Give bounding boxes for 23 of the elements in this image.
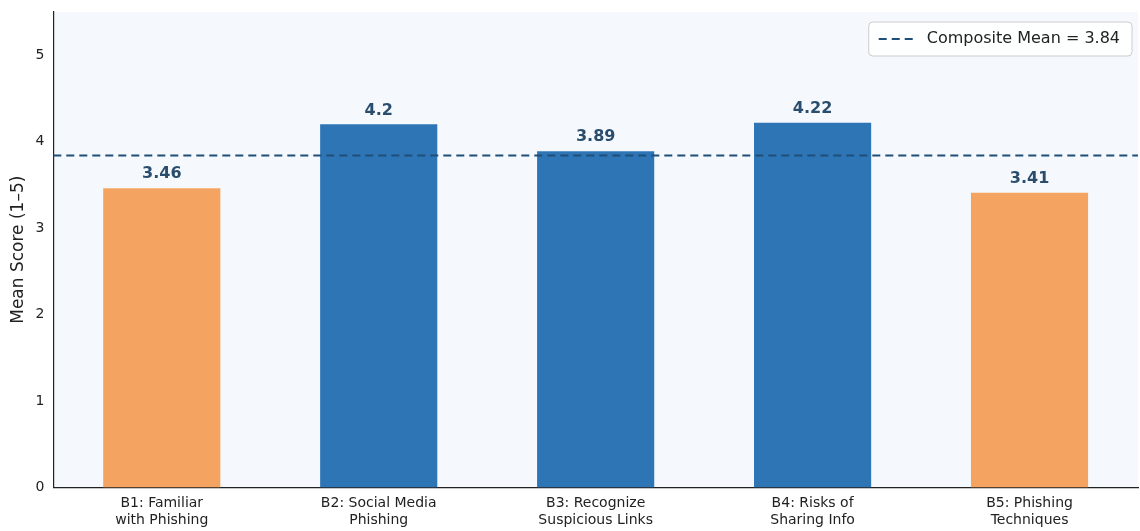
bar: [537, 151, 655, 488]
y-tick-label: 3: [35, 218, 45, 235]
y-tick-label: 5: [35, 45, 45, 62]
bar: [754, 122, 872, 488]
x-tick-label: B4: Risks of Sharing Info: [770, 494, 855, 528]
data-label: 4.2: [364, 99, 393, 119]
data-label: 3.89: [575, 126, 616, 146]
bar: [103, 188, 221, 488]
y-tick-label: 4: [35, 132, 45, 149]
bar: [320, 124, 438, 488]
x-tick-label: B1: Familiar with Phishing: [115, 494, 209, 528]
y-tick-label: 0: [35, 478, 45, 495]
y-axis-title: Mean Score (1–5): [6, 175, 27, 324]
bar: [970, 192, 1089, 488]
x-tick-label: B2: Social Media Phishing: [320, 494, 437, 528]
x-tick-label: B3: Recognize Suspicious Links: [538, 494, 653, 528]
data-label: 4.22: [792, 97, 833, 117]
data-label: 3.46: [142, 163, 182, 183]
y-tick-label: 1: [35, 391, 45, 408]
y-tick-label: 2: [35, 305, 45, 322]
x-tick-label: B5: Phishing Techniques: [986, 494, 1073, 528]
legend-label: Composite Mean = 3.84: [926, 28, 1121, 48]
data-label: 3.41: [1009, 167, 1050, 187]
